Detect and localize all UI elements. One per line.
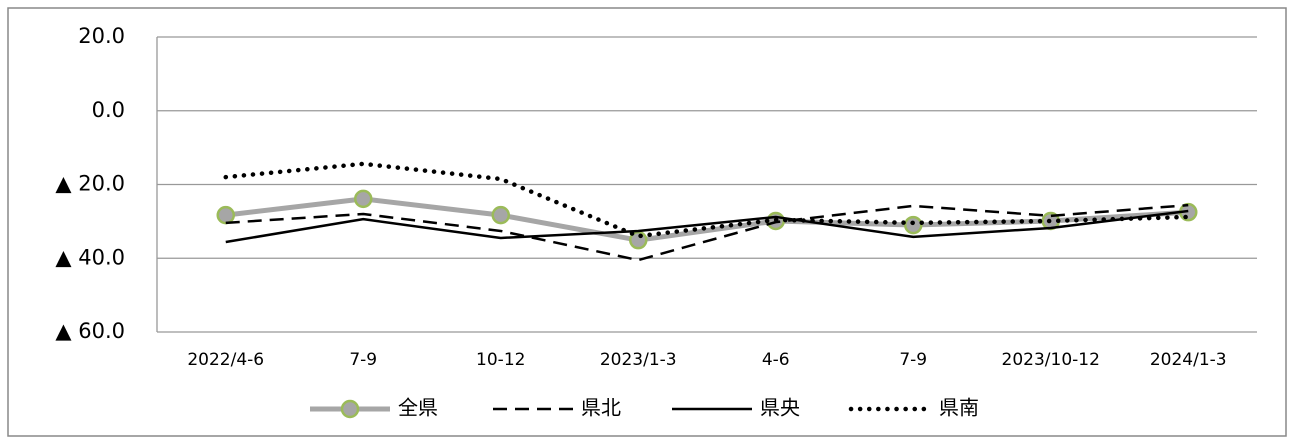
data-point [354,189,373,209]
x-tick-label: 2023/10-12 [1002,350,1100,370]
series-line [225,203,1189,262]
legend-label: 県北 [581,396,621,420]
y-tick-label: ▲ 40.0 [55,245,125,269]
data-point [216,205,235,225]
legend-label: 全県 [398,396,438,420]
y-tick-label: 20.0 [78,24,125,48]
y-tick-label: 0.0 [92,98,125,122]
data-point [904,215,923,235]
y-tick-label: ▲ 20.0 [55,172,125,196]
legend-label: 県南 [939,396,979,420]
x-tick-label: 2024/1-3 [1150,350,1227,370]
x-tick-label: 10-12 [476,350,525,370]
series-line [225,196,1189,243]
legend-label: 県央 [760,396,800,420]
x-tick-label: 2023/1-3 [600,350,677,370]
x-tick-label: 7-9 [899,350,927,370]
x-tick-label: 2022/4-6 [187,350,264,370]
data-point [491,205,510,225]
series-line [225,209,1189,244]
x-tick-label: 7-9 [349,350,377,370]
legend-marker [340,399,360,419]
x-tick-label: 4-6 [762,350,790,370]
y-tick-label: ▲ 60.0 [55,319,125,343]
